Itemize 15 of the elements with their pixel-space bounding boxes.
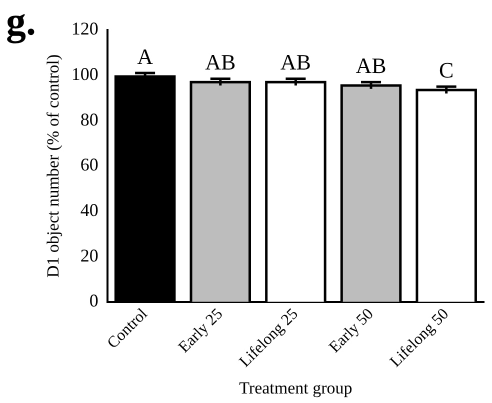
annotation: A <box>137 44 154 69</box>
y-tick-label: 20 <box>80 245 98 266</box>
annotation: AB <box>205 50 236 74</box>
annotation: C <box>438 57 454 82</box>
annotation: AB <box>280 50 311 74</box>
y-tick-label: 40 <box>80 200 98 220</box>
y-tick-label: 100 <box>71 64 98 84</box>
x-axis-title: Treatment group <box>239 378 352 398</box>
y-tick-label: 60 <box>80 154 98 175</box>
text: g. <box>6 0 36 44</box>
annotation: AB <box>356 52 386 78</box>
y-tick-label: 80 <box>80 109 98 130</box>
y-tick-label: 120 <box>71 18 98 39</box>
y-axis-title: D1 object number (% of control) <box>44 54 63 278</box>
y-tick-label: 0 <box>89 290 98 311</box>
